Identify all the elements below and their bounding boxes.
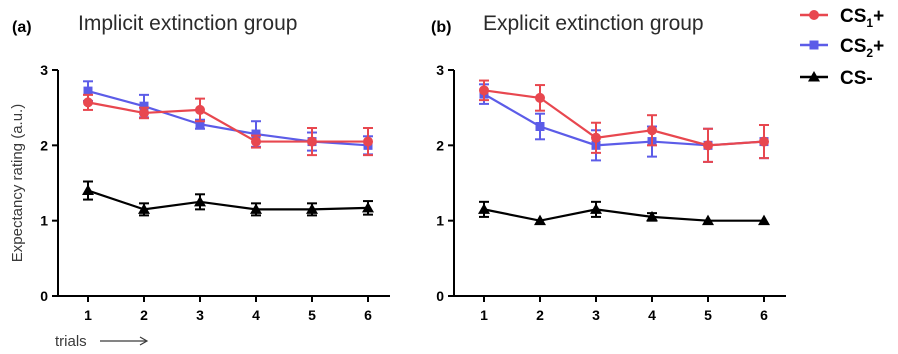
x-tick-label: 4 [648, 307, 656, 323]
data-point [138, 203, 150, 214]
panel-title: Explicit extinction group [483, 12, 704, 35]
y-tick-label: 1 [436, 213, 444, 229]
data-point [591, 132, 601, 143]
legend-marker [809, 40, 819, 50]
plot-marks [82, 80, 374, 217]
series-line-cs1 [483, 89, 765, 147]
data-point [83, 97, 93, 108]
data-point [251, 129, 261, 139]
panel-title: Implicit extinction group [78, 12, 297, 35]
legend-label: CS- [840, 68, 873, 89]
y-tick-label: 3 [40, 62, 48, 78]
panel-a: (a) Implicit extinction group Expectancy… [9, 12, 390, 323]
data-point [251, 136, 261, 147]
x-tick-label: 6 [364, 307, 372, 323]
axes: 0 1 2 3 1 2 3 4 5 6 [40, 62, 390, 323]
data-point [759, 136, 769, 147]
series-line-csm [87, 189, 369, 211]
legend: CS1+ CS2+ CS- [800, 6, 884, 89]
y-tick-label: 2 [40, 137, 48, 153]
series-line-cs1 [87, 101, 368, 143]
data-point [702, 214, 714, 226]
series-line-csm [483, 208, 764, 222]
data-point [590, 203, 602, 214]
legend-item-cs2: CS2+ [800, 36, 884, 60]
y-tick-label: 2 [436, 137, 444, 153]
panel-letter: (b) [431, 19, 451, 36]
legend-label: CS1+ [840, 6, 884, 30]
x-tick-label: 1 [84, 307, 92, 323]
x-tick-label: 3 [592, 307, 600, 323]
data-point [646, 210, 658, 222]
plot-marks [478, 79, 770, 226]
series-line-cs2 [483, 93, 765, 147]
x-tick-label: 5 [704, 307, 712, 323]
y-tick-label: 0 [436, 288, 444, 304]
panel-letter: (a) [12, 19, 32, 36]
panel-b: (b) Explicit extinction group 0 1 2 3 1 2 3 4 5 6 [431, 12, 786, 323]
y-tick-label: 3 [436, 62, 444, 78]
legend-label: CS2+ [840, 36, 884, 60]
data-point [195, 104, 205, 115]
data-point [306, 203, 318, 214]
y-tick-label: 1 [40, 213, 48, 229]
series-cs1 [479, 79, 769, 163]
legend-item-csm: CS- [800, 68, 873, 89]
data-point [535, 122, 545, 131]
data-point [703, 140, 713, 151]
data-point [479, 85, 489, 96]
data-point [478, 203, 490, 214]
x-tick-label: 2 [140, 307, 148, 323]
data-point [139, 101, 149, 111]
y-axis-label: Expectancy rating (a.u.) [9, 104, 26, 262]
x-tick-label: 6 [760, 307, 768, 323]
data-point [194, 195, 206, 207]
x-axis-label-group: trials [55, 333, 149, 350]
y-tick-label: 0 [40, 288, 48, 304]
arrow-head-icon [139, 336, 149, 346]
x-tick-label: 4 [252, 307, 260, 323]
data-point [250, 203, 262, 214]
data-point [307, 136, 317, 147]
data-point [195, 119, 205, 129]
data-point [758, 214, 770, 226]
x-tick-label: 3 [196, 307, 204, 323]
x-tick-label: 5 [308, 307, 316, 323]
data-point [647, 125, 657, 136]
axes: 0 1 2 3 1 2 3 4 5 6 [436, 62, 786, 323]
series-line-cs2 [87, 90, 369, 147]
data-point [535, 92, 545, 103]
x-tick-label: 2 [536, 307, 544, 323]
data-point [363, 136, 373, 147]
series-csm [478, 200, 770, 226]
data-point [534, 214, 546, 226]
data-point [139, 107, 149, 118]
legend-marker [808, 71, 820, 82]
series-cs1 [83, 93, 373, 157]
data-point [83, 86, 93, 96]
data-point [82, 184, 94, 196]
series-cs2 [83, 80, 373, 156]
x-axis-label: trials [55, 333, 87, 350]
legend-item-cs1: CS1+ [800, 6, 884, 30]
x-tick-label: 1 [480, 307, 488, 323]
series-csm [82, 180, 374, 217]
legend-marker [809, 10, 819, 20]
data-point [362, 201, 374, 213]
